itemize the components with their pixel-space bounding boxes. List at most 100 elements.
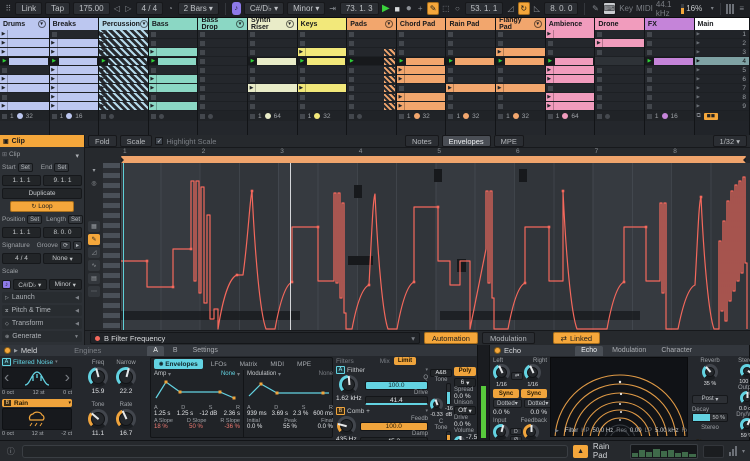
unfold-icon[interactable]: ▾ xyxy=(384,20,393,28)
dry-wet-knob[interactable] xyxy=(740,418,750,432)
engine-a-oct[interactable]: 0 oct xyxy=(2,390,14,396)
amp-envelope-graph[interactable] xyxy=(154,378,240,400)
fold-button[interactable]: Fold xyxy=(88,135,117,147)
clip-slot[interactable] xyxy=(248,75,297,84)
clip-counter[interactable] xyxy=(148,111,198,121)
mod-initial[interactable]: 0.0 % xyxy=(247,424,263,430)
clip-slot[interactable] xyxy=(198,66,248,75)
scale-root-menu[interactable]: C#/D♭ ▾ xyxy=(243,2,285,15)
clip-slot[interactable]: ▶ xyxy=(545,75,595,84)
clip-slot[interactable] xyxy=(545,39,595,48)
clip-slot[interactable] xyxy=(446,39,496,48)
clip-slot[interactable]: ▶ xyxy=(99,93,148,102)
clip-slot[interactable] xyxy=(347,66,396,75)
clip-slot[interactable] xyxy=(198,30,248,39)
clip-slot[interactable]: ▶ xyxy=(644,57,694,66)
echo-tab-modulation[interactable]: Modulation xyxy=(612,347,647,354)
clip-slot[interactable] xyxy=(595,30,644,39)
freq-knob[interactable] xyxy=(88,367,108,387)
tool-steps-icon[interactable]: ▤ xyxy=(88,273,100,284)
track-header[interactable]: FX xyxy=(644,18,694,30)
feedback-d-toggle[interactable]: D xyxy=(510,428,522,435)
clip-slot[interactable] xyxy=(198,48,248,57)
voice-drive-value[interactable]: 0.0 % xyxy=(454,421,471,428)
clip-slot[interactable] xyxy=(347,84,396,93)
clip-slot[interactable]: ▶ xyxy=(0,48,49,57)
capture-midi-icon[interactable]: ⬚ xyxy=(442,4,450,13)
spread-value[interactable]: 0.0 % xyxy=(454,393,471,400)
clip-counter[interactable]: 1 16 xyxy=(49,111,99,121)
clip-slot[interactable]: ▶ xyxy=(545,102,595,111)
tools-target-icon[interactable]: ◎ xyxy=(91,181,97,187)
clip-slot[interactable] xyxy=(644,48,694,57)
subtab-midi[interactable]: MIDI xyxy=(270,360,285,368)
clip-slot[interactable] xyxy=(595,93,644,102)
clip-slot[interactable] xyxy=(396,30,446,39)
scene-slot[interactable]: ▶ 2 xyxy=(694,39,749,48)
engines-tab[interactable]: Engines xyxy=(74,346,102,355)
echo-right-knob[interactable] xyxy=(524,364,542,381)
automation-toggle[interactable]: Automation xyxy=(424,332,478,344)
envelope-parameter-menu[interactable]: B Filter Frequency ▾ xyxy=(90,332,420,344)
mod-release[interactable]: 600 ms xyxy=(313,411,333,417)
clip-slot[interactable] xyxy=(446,30,496,39)
mix-ab-route[interactable]: A&B xyxy=(430,369,452,377)
scale-mode-menu[interactable]: Minor ▾ xyxy=(287,2,326,15)
clip-counter[interactable]: 1 32 xyxy=(446,111,496,121)
clip-slot[interactable] xyxy=(248,66,297,75)
clip-slot[interactable]: ▶ xyxy=(297,48,347,57)
unfold-icon[interactable]: ▾ xyxy=(533,20,542,28)
loop-length-field[interactable]: 8. 0. 0 xyxy=(544,2,579,15)
clip-slot[interactable]: ▶ xyxy=(496,84,545,93)
nudge-up-icon[interactable]: ▷ xyxy=(125,4,132,13)
filter-a-type-menu[interactable]: Filther xyxy=(347,366,366,374)
show-device-button[interactable]: ▲ xyxy=(573,444,588,458)
track-header[interactable]: Ambience xyxy=(545,18,595,30)
clip-slot[interactable] xyxy=(446,93,496,102)
clip-slot[interactable] xyxy=(396,39,446,48)
clip-slot[interactable] xyxy=(198,75,248,84)
length-set-button[interactable]: Set xyxy=(68,215,84,224)
clip-slot[interactable] xyxy=(446,66,496,75)
filter-b-type-menu[interactable]: Comb + xyxy=(347,407,370,415)
clip-slot[interactable] xyxy=(545,48,595,57)
loop-position-field[interactable]: 1. 1. 1 xyxy=(2,227,41,238)
nudge-down-icon[interactable]: ◁ xyxy=(113,4,120,13)
engine-b-oct[interactable]: 0 oct xyxy=(2,431,14,437)
clip-scale-root[interactable]: C#/D♭ ▾ xyxy=(13,279,47,290)
clip-slot[interactable] xyxy=(49,30,99,39)
echo-output-knob[interactable] xyxy=(740,391,750,405)
amp-release[interactable]: 2.36 s xyxy=(223,411,240,417)
clip-slot[interactable] xyxy=(198,39,248,48)
clip-slot[interactable] xyxy=(496,30,545,39)
engine-a-st[interactable]: 12 st xyxy=(32,390,45,396)
clip-slot[interactable] xyxy=(198,84,248,93)
poly-toggle[interactable]: Poly xyxy=(454,366,476,376)
clip-slot[interactable] xyxy=(297,66,347,75)
clip-counter[interactable] xyxy=(99,111,148,121)
clip-slot[interactable]: ▶ xyxy=(49,57,99,66)
unfold-icon[interactable]: ▾ xyxy=(37,20,46,28)
beat-time-ruler[interactable]: 1 2 3 4 5 6 7 8 xyxy=(85,148,750,156)
amp-env-menu[interactable]: Amp xyxy=(154,371,167,377)
clip-slot[interactable]: ▶ xyxy=(99,75,148,84)
clip-slot[interactable] xyxy=(644,84,694,93)
mod-peak[interactable]: 55 % xyxy=(283,424,297,430)
track-header[interactable]: Keys xyxy=(297,18,347,30)
quantize-menu[interactable]: 2 Bars ▾ xyxy=(177,2,219,15)
clip-start-field[interactable]: 1. 1. 1 xyxy=(2,175,41,186)
clip-counter[interactable] xyxy=(198,111,248,121)
clip-scale-mode[interactable]: Minor ▾ xyxy=(48,279,82,290)
scene-slot[interactable]: ▶ 9 xyxy=(694,102,749,111)
clip-slot[interactable] xyxy=(644,102,694,111)
clip-slot[interactable] xyxy=(396,48,446,57)
echo-lp-value[interactable]: 5.00 kHz xyxy=(654,427,679,434)
clip-start-marker[interactable] xyxy=(123,163,124,330)
limit-toggle[interactable]: Limit xyxy=(393,357,417,365)
clip-slot[interactable]: ▶ xyxy=(99,48,148,57)
clip-slot[interactable] xyxy=(595,66,644,75)
scene-slot[interactable]: ▶ 5 xyxy=(694,66,749,75)
piano-key-strip[interactable] xyxy=(103,163,121,330)
clip-slot[interactable]: ▶ xyxy=(0,30,49,39)
play-button[interactable]: ▶ xyxy=(381,3,390,14)
